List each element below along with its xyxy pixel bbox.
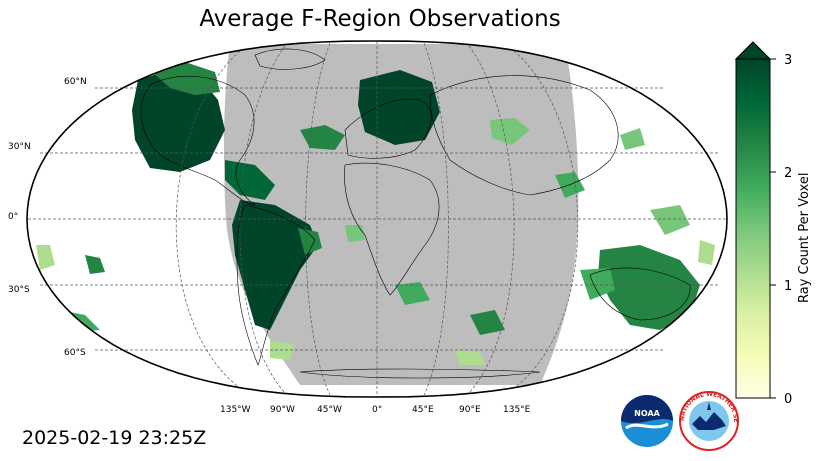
lon-label-135e: 135°E [503,405,531,415]
timestamp: 2025-02-19 23:25Z [22,427,207,449]
graticule [28,41,728,397]
nws-logo: NATIONAL WEATHER SERVICE [678,390,739,451]
lon-label-45e: 45°E [412,405,434,415]
colorbar-tick-1: 1 [784,279,792,294]
colorbar: 0 1 2 3 Ray Count Per Voxel [734,41,812,407]
lon-label-45w: 45°W [317,405,342,415]
colorbar-bar [735,58,771,399]
noaa-logo-text: NOAA [634,409,660,418]
globe-outline [26,40,728,398]
colorbar-tick-0: 0 [784,392,792,407]
lon-label-90e: 90°E [459,405,481,415]
lat-label-60s: 60°S [64,348,86,358]
colorbar-extend-arrow [734,41,772,60]
continent-outlines [140,48,691,379]
colorbar-label: Ray Count Per Voxel [797,173,812,303]
lon-label-135w: 135°W [220,405,251,415]
lon-label-0: 0° [372,405,382,415]
colorbar-tick-3: 3 [784,53,792,68]
lat-label-30s: 30°S [8,285,30,295]
lat-label-30n: 30°N [8,142,31,152]
lon-label-90w: 90°W [270,405,295,415]
map-title: Average F-Region Observations [199,6,561,32]
observation-patches [36,62,715,365]
noaa-logo: NOAA [621,395,673,447]
lat-label-0: 0° [8,212,18,222]
lat-label-60n: 60°N [64,77,87,87]
colorbar-tick-2: 2 [784,166,792,181]
